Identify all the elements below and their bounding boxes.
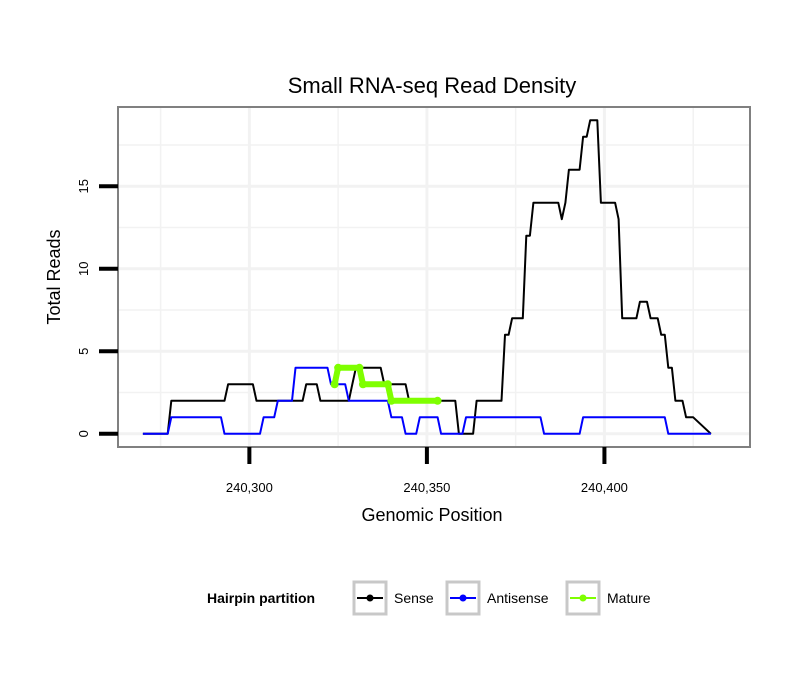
series-line-antisense (142, 366, 711, 435)
y-tick-label: 0 (76, 430, 91, 437)
axes: 240,300 240,350 240,400 0 5 10 15 (76, 179, 628, 495)
x-tick-label: 240,400 (581, 480, 628, 495)
legend-entries: Sense Antisense Mature (352, 580, 651, 616)
series-line-sense (142, 119, 712, 435)
legend-item-antisense: Antisense (445, 580, 549, 616)
plot-panel-border (117, 106, 751, 448)
legend-title: Hairpin partition (207, 590, 315, 606)
grid-lines (118, 107, 750, 447)
x-axis-title: Genomic Position (361, 505, 502, 525)
legend-item-sense: Sense (352, 580, 434, 616)
data-point-mature (330, 380, 339, 389)
legend-label: Sense (394, 590, 434, 606)
x-tick-label: 240,300 (226, 480, 273, 495)
legend-label: Mature (607, 590, 651, 606)
y-tick-label: 15 (76, 179, 91, 193)
chart-title: Small RNA-seq Read Density (288, 73, 577, 98)
legend-label: Antisense (487, 590, 549, 606)
x-tick-label: 240,350 (403, 480, 450, 495)
y-tick-label: 5 (76, 348, 91, 355)
data-point-mature (433, 396, 442, 405)
legend-key-dot (366, 594, 374, 602)
legend-key-dot (459, 594, 467, 602)
legend-item-mature: Mature (565, 580, 651, 616)
series-layer (142, 119, 712, 435)
legend: Hairpin partition Sense Antisense Mature (207, 580, 651, 616)
data-point-mature (334, 363, 343, 372)
legend-key-dot (579, 594, 587, 602)
data-point-mature (358, 380, 367, 389)
data-point-mature (383, 380, 392, 389)
y-axis-title: Total Reads (44, 229, 64, 324)
data-point-mature (355, 363, 364, 372)
y-tick-label: 10 (76, 262, 91, 276)
data-point-mature (387, 396, 396, 405)
